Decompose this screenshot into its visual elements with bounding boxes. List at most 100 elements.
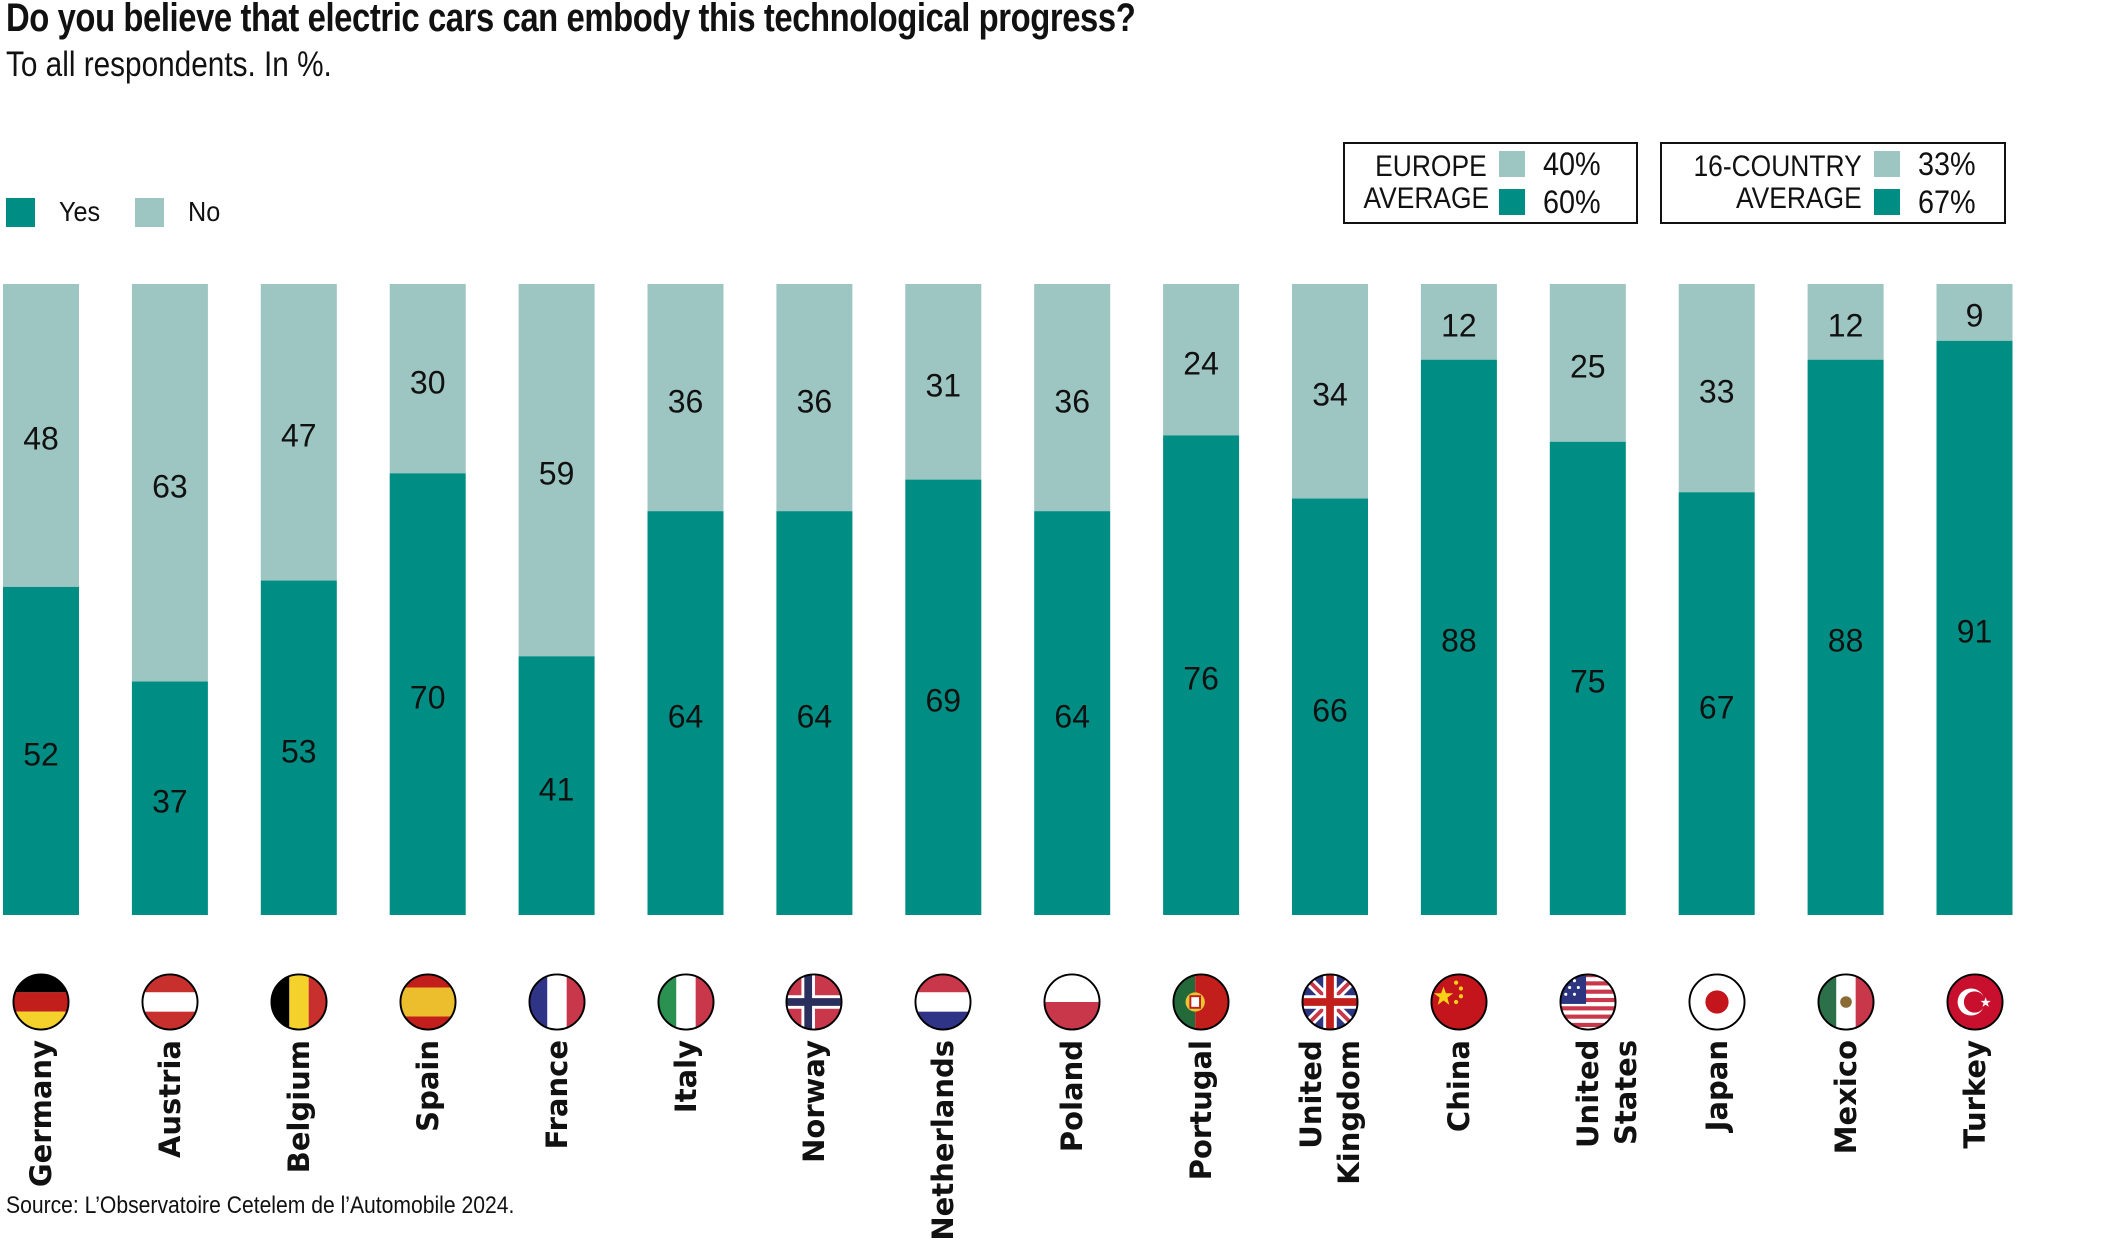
bar-no-norway: [776, 284, 853, 512]
value-label-yes-china: 88: [1441, 622, 1477, 659]
bar-no-portugal: [1163, 284, 1240, 436]
value-label-yes-turkey: 91: [1956, 613, 1993, 650]
bar-no-spain: [389, 284, 466, 474]
bar-yes-france: [518, 656, 595, 915]
sixteen-country-average-name-line1: 16-COUNTRY: [1693, 150, 1862, 183]
country-label-france: France: [539, 1040, 574, 1150]
value-label-yes-united-kingdom: 66: [1312, 692, 1348, 729]
bar-no-france: [518, 284, 595, 657]
country-label-japan: Japan: [1699, 1040, 1734, 1132]
bar-yes-germany: [3, 586, 79, 915]
bar-yes-poland: [1034, 511, 1111, 915]
value-label-no-turkey: 9: [1965, 297, 1984, 334]
legend: Yes No: [6, 196, 253, 228]
belgium-flag-icon: [270, 973, 328, 1031]
source-note: Source: L’Observatoire Cetelem de l’Auto…: [6, 1192, 515, 1219]
bar-no-germany: [3, 284, 79, 587]
value-label-yes-belgium: 53: [281, 733, 317, 770]
bar-no-japan: [1678, 284, 1755, 493]
value-label-yes-france: 41: [538, 771, 575, 808]
legend-label-no: No: [187, 196, 220, 227]
sixteen-country-average-name: 16-COUNTRY AVERAGE: [1687, 151, 1874, 215]
bar-yes-belgium: [260, 580, 337, 915]
legend-swatch-yes: [6, 197, 35, 227]
value-label-yes-germany: 52: [23, 736, 59, 773]
value-label-no-united-states: 25: [1570, 348, 1606, 385]
value-label-no-italy: 36: [667, 383, 704, 420]
chart-subtitle: To all respondents. In %.: [6, 45, 332, 84]
value-label-yes-poland: 64: [1054, 698, 1090, 735]
mexico-flag-icon: [1817, 973, 1875, 1031]
value-label-yes-spain: 70: [409, 679, 446, 716]
bar-yes-austria: [131, 681, 208, 915]
legend-swatch-no: [134, 197, 164, 227]
value-label-yes-netherlands: 69: [925, 682, 962, 719]
country-label-spain: Spain: [410, 1040, 445, 1132]
bar-yes-united-kingdom: [1292, 498, 1368, 915]
bar-yes-turkey: [1936, 340, 2013, 915]
netherlands-flag-icon: [914, 973, 972, 1031]
norway-flag-icon: [785, 973, 843, 1031]
europe-yes-swatch: [1499, 189, 1525, 215]
country-label-portugal: Portugal: [1184, 1040, 1219, 1181]
europe-average-name: EUROPE AVERAGE: [1363, 151, 1499, 215]
country-label-italy: Italy: [668, 1040, 703, 1114]
sixteen-country-no-swatch: [1874, 151, 1900, 177]
value-label-yes-italy: 64: [667, 698, 704, 735]
value-label-no-austria: 63: [152, 468, 188, 505]
bar-yes-norway: [776, 511, 853, 915]
bar-no-belgium: [260, 284, 337, 581]
bar-no-mexico: [1807, 284, 1884, 360]
europe-no-swatch: [1499, 151, 1525, 177]
bar-no-poland: [1034, 284, 1111, 512]
uk-flag-icon: [1301, 973, 1359, 1031]
value-label-yes-portugal: 76: [1183, 660, 1219, 697]
germany-flag-icon: [12, 973, 70, 1031]
value-label-yes-japan: 67: [1698, 689, 1735, 726]
country-label-norway: Norway: [797, 1040, 832, 1163]
chart-title: Do you believe that electric cars can em…: [6, 0, 1136, 40]
sixteen-country-average-box: 16-COUNTRY AVERAGE 33% 67%: [1660, 142, 2006, 224]
bar-yes-netherlands: [905, 479, 982, 915]
europe-yes-value: 60%: [1543, 183, 1601, 220]
value-label-no-japan: 33: [1698, 373, 1735, 410]
value-label-yes-austria: 37: [152, 783, 188, 820]
bar-yes-italy: [647, 511, 724, 915]
country-label-belgium: Belgium: [281, 1040, 316, 1174]
poland-flag-icon: [1043, 973, 1101, 1031]
value-label-no-poland: 36: [1054, 383, 1090, 420]
bar-no-austria: [131, 284, 208, 682]
bar-no-united-states: [1549, 284, 1626, 442]
europe-average-name-line2: AVERAGE: [1363, 182, 1490, 215]
europe-no-value: 40%: [1543, 145, 1601, 182]
country-label-united-kingdom: United Kingdom: [1294, 1040, 1366, 1185]
value-label-no-norway: 36: [796, 383, 833, 420]
portugal-flag-icon: [1172, 973, 1230, 1031]
bar-no-turkey: [1936, 284, 2013, 341]
sixteen-country-no-value: 33%: [1918, 145, 1976, 182]
bar-yes-portugal: [1163, 435, 1240, 915]
japan-flag-icon: [1688, 973, 1746, 1031]
value-label-no-spain: 30: [409, 364, 446, 401]
bar-no-netherlands: [905, 284, 982, 480]
country-label-austria: Austria: [152, 1040, 187, 1159]
value-label-no-germany: 48: [23, 420, 59, 457]
sixteen-country-yes-swatch: [1874, 189, 1900, 215]
sixteen-country-yes-value: 67%: [1918, 183, 1976, 220]
bar-yes-mexico: [1807, 359, 1884, 916]
bar-yes-china: [1420, 359, 1497, 916]
country-label-turkey: Turkey: [1957, 1040, 1992, 1149]
value-label-no-netherlands: 31: [925, 367, 962, 404]
bar-yes-japan: [1678, 492, 1755, 915]
country-label-mexico: Mexico: [1828, 1040, 1863, 1155]
country-label-netherlands: Netherlands: [926, 1040, 961, 1241]
value-label-yes-united-states: 75: [1570, 663, 1606, 700]
bar-yes-spain: [389, 473, 466, 915]
sixteen-country-average-name-line2: AVERAGE: [1735, 182, 1862, 215]
italy-flag-icon: [656, 973, 715, 1031]
france-flag-icon: [528, 973, 586, 1031]
country-label-united-states: United States: [1570, 1040, 1643, 1149]
austria-flag-icon: [141, 973, 199, 1031]
europe-average-box: EUROPE AVERAGE 40% 60%: [1343, 142, 1638, 224]
